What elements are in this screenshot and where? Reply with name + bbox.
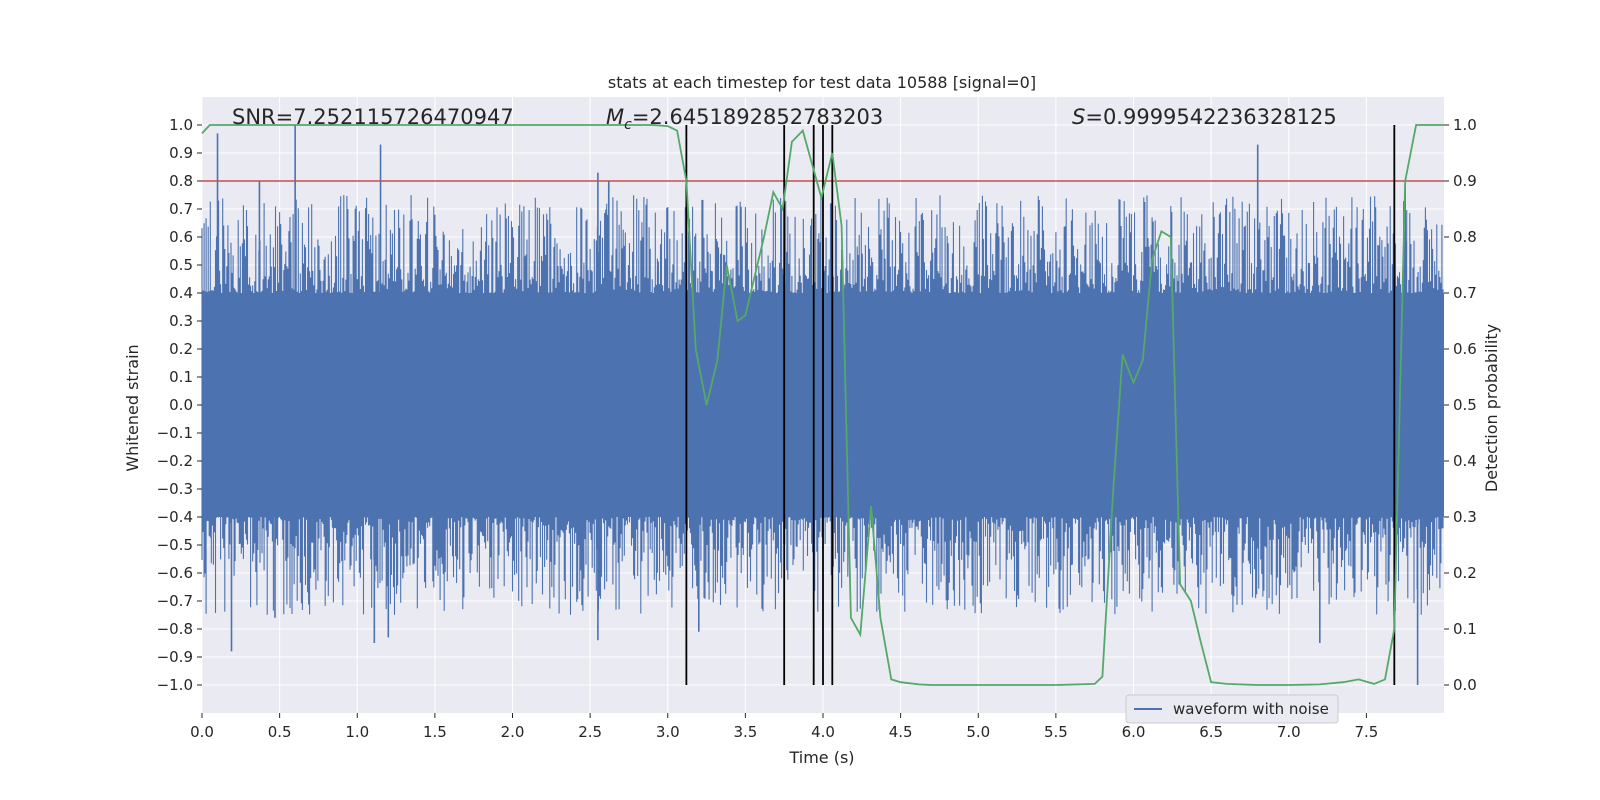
y-tick-label: 0.2 [169,340,193,358]
x-tick-label: 5.5 [1044,723,1068,741]
x-tick-label: 0.5 [268,723,292,741]
x-ticks: 0.0 0.5 1.0 1.5 2.0 2.5 3.0 3.5 4.0 4.5 5.0 5.5 6.0 6… [190,713,1378,741]
x-tick-label: 3.5 [733,723,757,741]
y-tick-label: 0.0 [169,396,193,414]
y-tick-label: −0.8 [157,620,193,638]
legend-label: waveform with noise [1173,700,1329,718]
legend: waveform with noise [1125,694,1339,724]
y-tick-label: −0.1 [157,424,193,442]
y2-axis-label: Detection probability [1482,324,1501,492]
chirp-mass-symbol: M [606,105,624,129]
chart-title: stats at each timestep for test data 105… [608,73,1036,92]
x-tick-label: 2.5 [578,723,602,741]
x-tick-label: 7.0 [1277,723,1301,741]
y-tick-label: 0.6 [169,228,193,246]
y-tick-label: −0.7 [157,592,193,610]
y2-tick-label: 0.2 [1453,564,1477,582]
y2-tick-label: 0.6 [1453,340,1477,358]
chirp-mass-annotation: Mc=2.6451892852783203 [606,105,883,133]
x-axis-label: Time (s) [788,748,854,767]
y2-ticks: 1.0 0.9 0.8 0.7 0.6 0.5 0.4 0.3 0.2 0.1 0.0 [1444,116,1477,694]
x-tick-label: 4.0 [811,723,835,741]
y-tick-label: −0.5 [157,536,193,554]
y2-tick-label: 1.0 [1453,116,1477,134]
y2-tick-label: 0.0 [1453,676,1477,694]
y-ticks: 1.0 0.9 0.8 0.7 0.6 0.5 0.4 0.3 0.2 0.1 0.0 −0.1 −0.… [157,116,202,694]
y2-tick-label: 0.9 [1453,172,1477,190]
y2-tick-label: 0.8 [1453,228,1477,246]
y-tick-label: −0.6 [157,564,193,582]
y-tick-label: 0.8 [169,172,193,190]
y-tick-label: 0.3 [169,312,193,330]
y-tick-label: −0.3 [157,480,193,498]
score-value: =0.9999542236328125 [1085,105,1336,129]
y-tick-label: 0.5 [169,256,193,274]
y-tick-label: −0.2 [157,452,193,470]
noise-spikes [201,195,1444,615]
y2-tick-label: 0.7 [1453,284,1477,302]
snr-annotation: SNR=7.252115726470947 [232,105,514,129]
chirp-mass-subscript: c [624,117,632,133]
y2-tick-label: 0.3 [1453,508,1477,526]
x-tick-label: 0.0 [190,723,214,741]
detection-probability-line [201,124,1444,686]
x-tick-label: 3.0 [656,723,680,741]
x-tick-label: 4.5 [889,723,913,741]
x-tick-label: 1.5 [423,723,447,741]
y-tick-label: 0.9 [169,144,193,162]
y2-tick-label: 0.5 [1453,396,1477,414]
y-tick-label: 0.1 [169,368,193,386]
y-tick-label: 0.4 [169,284,193,302]
y-tick-label: 0.7 [169,200,193,218]
y-tick-label: 1.0 [169,116,193,134]
x-tick-label: 2.0 [501,723,525,741]
y2-tick-label: 0.4 [1453,452,1477,470]
y-tick-label: −1.0 [157,676,193,694]
y-axis-label: Whitened strain [123,344,142,471]
x-tick-label: 5.0 [966,723,990,741]
score-symbol: S [1072,105,1085,129]
y-tick-label: −0.9 [157,648,193,666]
score-annotation: S=0.9999542236328125 [1072,105,1337,129]
legend-box [1125,694,1339,724]
y-tick-label: −0.4 [157,508,193,526]
x-tick-label: 6.5 [1199,723,1223,741]
x-tick-label: 7.5 [1354,723,1378,741]
y2-tick-label: 0.1 [1453,620,1477,638]
x-tick-label: 6.0 [1122,723,1146,741]
chirp-mass-value: =2.6451892852783203 [632,105,883,129]
x-tick-label: 1.0 [345,723,369,741]
